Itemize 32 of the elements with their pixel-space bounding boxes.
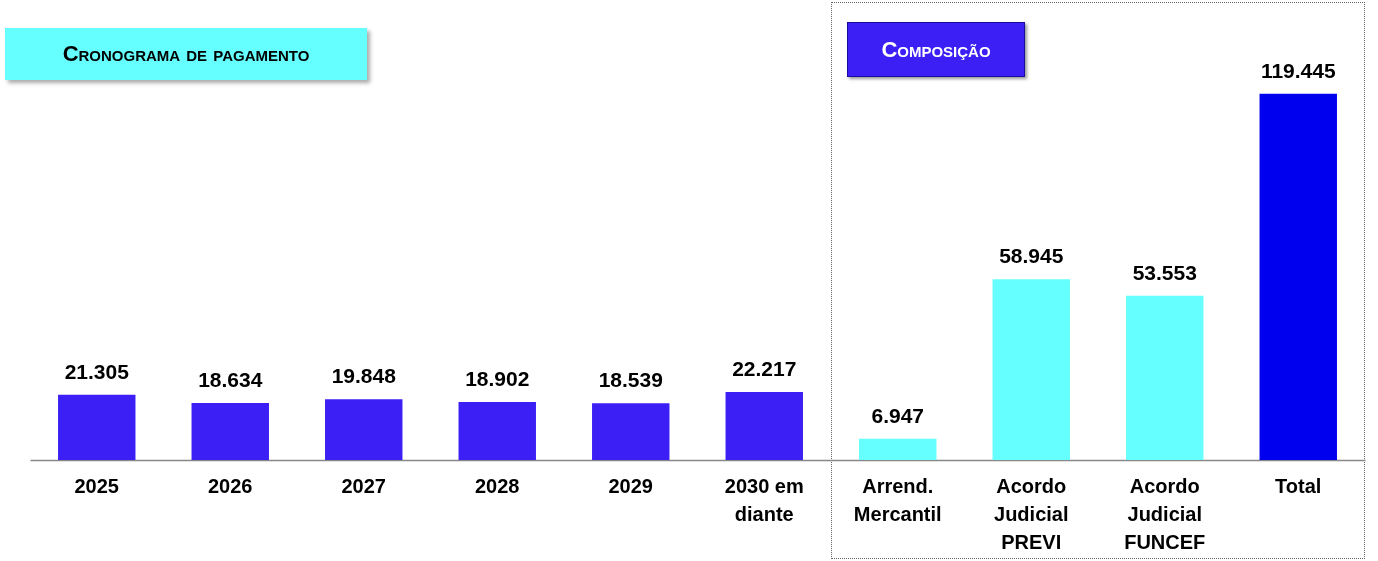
data-label: 119.445 xyxy=(1260,58,1336,82)
x-tick-label: 2029 xyxy=(608,474,653,497)
x-tick-label: Total xyxy=(1275,474,1322,497)
data-label: 19.848 xyxy=(331,364,397,388)
bar xyxy=(325,399,403,460)
x-tick-label: 2028 xyxy=(475,474,520,497)
data-label: 6.947 xyxy=(871,403,925,427)
bar xyxy=(725,391,803,460)
text: Composição xyxy=(847,22,1025,77)
data-label: 18.539 xyxy=(598,368,663,392)
data-label: 53.553 xyxy=(1132,260,1197,284)
bar xyxy=(191,402,269,460)
bar xyxy=(859,438,937,460)
x-tick-label: 2025 xyxy=(74,474,119,497)
bar xyxy=(458,402,536,460)
data-label: 58.945 xyxy=(999,244,1064,268)
x-tick-label: 2030 em diante xyxy=(724,474,804,525)
bar xyxy=(58,394,136,460)
bar xyxy=(592,403,670,460)
data-label: 22.217 xyxy=(732,356,797,380)
x-tick-label: 2027 xyxy=(341,474,386,497)
data-label: 21.305 xyxy=(64,359,130,383)
bar xyxy=(992,279,1070,460)
x-tick-label: Acordo Judicial FUNCEF xyxy=(1124,474,1206,553)
bar xyxy=(1126,295,1204,460)
x-tick-label: 2026 xyxy=(208,474,253,497)
text: Cronograma de pagamento xyxy=(5,28,367,80)
bar xyxy=(1259,93,1337,460)
x-tick-label: Acordo Judicial PREVI xyxy=(994,474,1069,553)
data-label: 18.902 xyxy=(465,367,530,391)
data-label: 18.634 xyxy=(198,367,263,391)
x-tick-label: Arrend. Mercantil xyxy=(853,474,942,525)
